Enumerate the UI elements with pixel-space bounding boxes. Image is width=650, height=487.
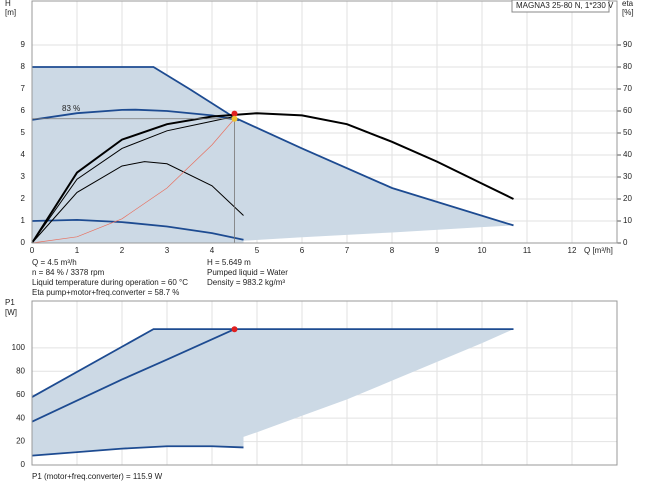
y-tick-label: 40 — [16, 413, 25, 422]
y2-label: eta — [622, 0, 634, 8]
curve — [31, 328, 514, 398]
curve — [31, 108, 240, 122]
y2-label-unit: [%] — [622, 8, 634, 17]
operating-point — [231, 115, 238, 122]
info: Liquid temperature during operation = 60… — [32, 278, 188, 287]
curve — [31, 118, 235, 244]
operating-point — [231, 326, 238, 333]
chart-title: MAGNA3 25-80 N, 1*230 V — [516, 1, 614, 10]
y-tick-label: 0 — [21, 460, 26, 469]
y-label: H — [5, 0, 11, 8]
x-tick-label: 6 — [300, 246, 305, 255]
plot: 0 20 40 60 80 100 — [12, 300, 618, 469]
y-tick-label: 8 — [21, 62, 26, 71]
info: n = 84 % / 3378 rpm — [32, 268, 105, 277]
plots: 0 1 2 3 4 5 6 7 8 9 10 11 12012345678901020304050607… — [12, 0, 632, 469]
y-label-unit: [W] — [5, 308, 17, 317]
x-tick-label: 3 — [165, 246, 170, 255]
x-tick-label: 0 — [30, 246, 35, 255]
plot-frame — [31, 300, 618, 466]
x-tick-label: 9 — [435, 246, 440, 255]
y-tick-label: 9 — [21, 40, 26, 49]
x-tick-label: 11 — [523, 246, 532, 255]
x-tick-label: 8 — [390, 246, 395, 255]
title-box — [511, 0, 610, 13]
curve — [31, 445, 244, 457]
x-label: Q [m³/h] — [584, 246, 613, 255]
curve — [31, 161, 244, 244]
x-tick-label: 12 — [568, 246, 577, 255]
area — [32, 329, 514, 456]
y-tick-label: 4 — [21, 150, 26, 159]
y2-tick-label: 20 — [623, 194, 632, 203]
curve — [31, 218, 244, 241]
x-tick-label: 10 — [478, 246, 487, 255]
y2-tick-label: 90 — [623, 40, 632, 49]
info: H = 5.649 m — [207, 258, 251, 267]
y-tick-label: 100 — [12, 343, 26, 352]
info: Q = 4.5 m³/h — [32, 258, 77, 267]
x-tick-label: 1 — [75, 246, 80, 255]
plot: 0 1 2 3 4 5 6 7 8 9 10 11 12012345678901020304050607… — [21, 0, 632, 255]
y2-tick-label: 40 — [623, 150, 632, 159]
y-tick-label: 80 — [16, 366, 25, 375]
y2-tick-label: 0 — [623, 238, 628, 247]
y-tick-label: 1 — [21, 216, 26, 225]
y2-tick-label: 60 — [623, 106, 632, 115]
curve — [31, 112, 514, 244]
plot-frame — [31, 0, 618, 244]
y-tick-label: 7 — [21, 84, 26, 93]
y-tick-label: 3 — [21, 172, 26, 181]
x-tick-label: 7 — [345, 246, 350, 255]
x-tick-label: 4 — [210, 246, 215, 255]
y-label-unit: [m] — [5, 8, 16, 17]
operating-point — [231, 110, 238, 117]
info: P1 (motor+freq.converter) = 115.9 W — [32, 472, 163, 481]
y-tick-label: 5 — [21, 128, 26, 137]
y-label: P1 — [5, 298, 15, 307]
x-tick-label: 5 — [255, 246, 260, 255]
x-tick-label: 2 — [120, 246, 125, 255]
annotation: 83 % — [62, 104, 80, 113]
y2-tick-label: 80 — [623, 62, 632, 71]
y-tick-label: 20 — [16, 437, 25, 446]
curve — [31, 116, 235, 244]
y-tick-label: 6 — [21, 106, 26, 115]
info: Density = 983.2 kg/m³ — [207, 278, 285, 287]
y2-tick-label: 10 — [623, 216, 632, 225]
y-tick-label: 0 — [21, 238, 26, 247]
y-tick-label: 2 — [21, 194, 26, 203]
y-tick-label: 60 — [16, 390, 25, 399]
y2-tick-label: 50 — [623, 128, 632, 137]
lines — [31, 328, 514, 457]
y2-tick-label: 70 — [623, 84, 632, 93]
info: Pumped liquid = Water — [207, 268, 288, 277]
info: Eta pump+motor+freq.converter = 58.7 % — [32, 288, 179, 297]
curve — [31, 328, 235, 423]
y2-tick-label: 30 — [623, 172, 632, 181]
